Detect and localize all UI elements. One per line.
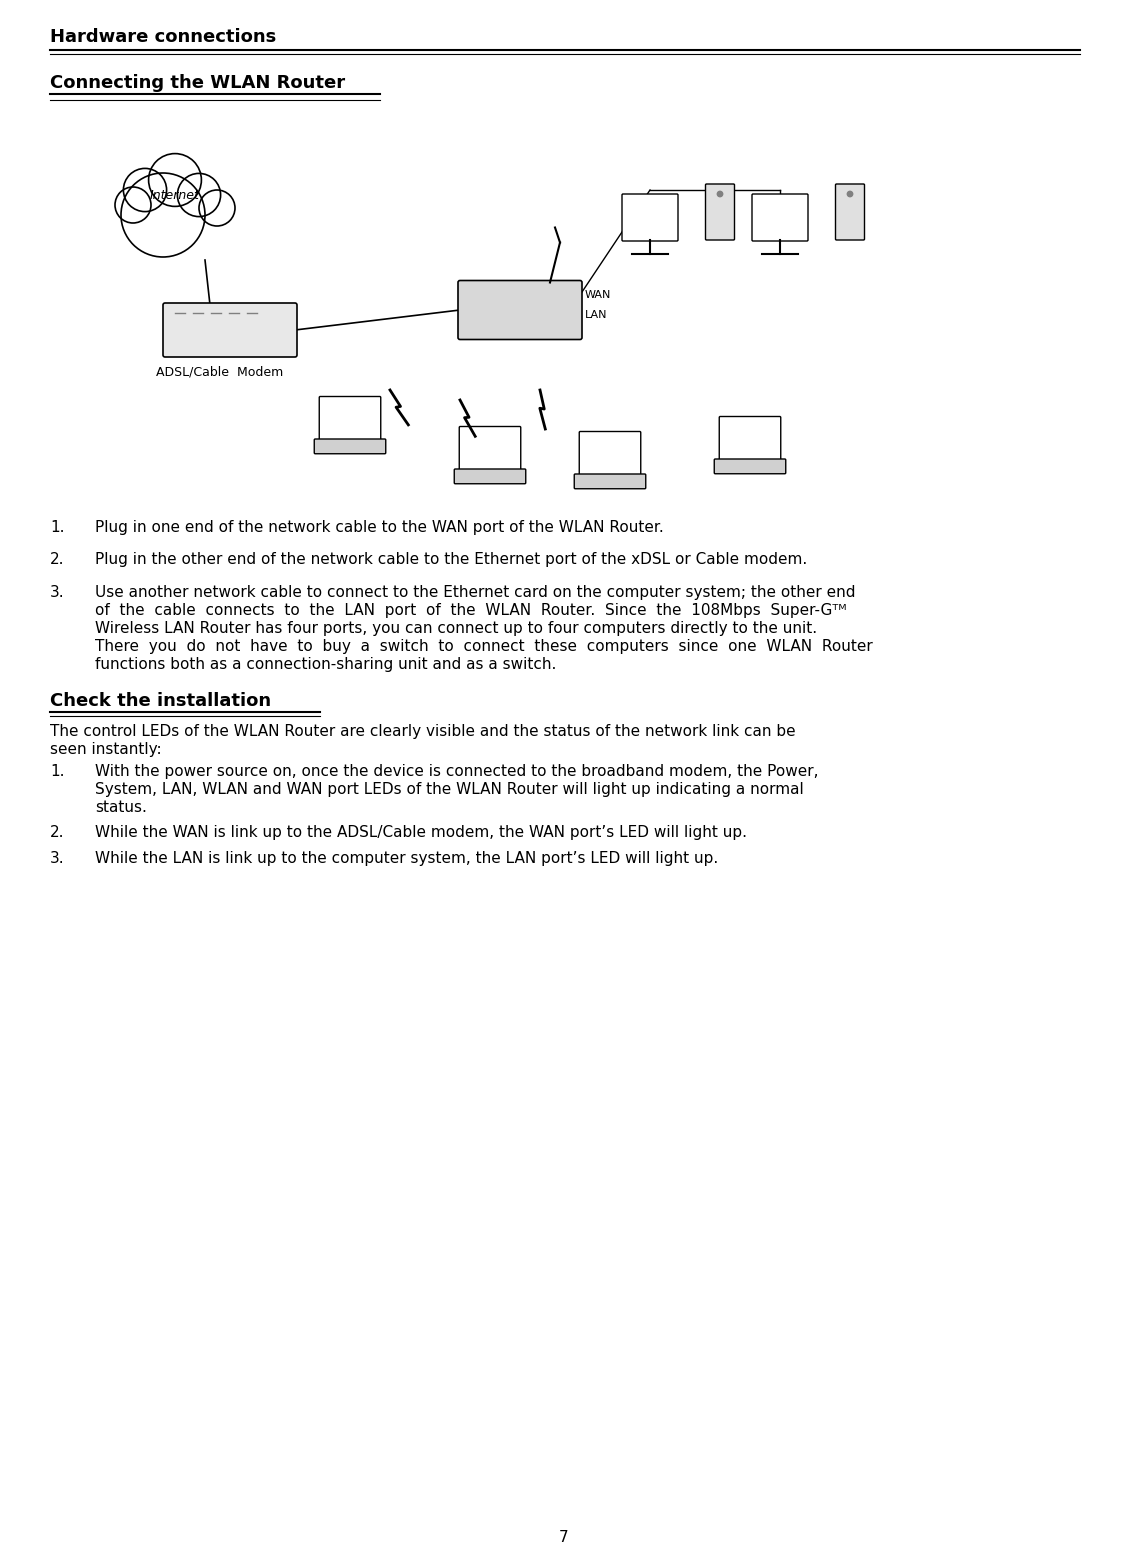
Circle shape	[847, 191, 853, 196]
Text: ADSL/Cable  Modem: ADSL/Cable Modem	[157, 365, 283, 378]
Text: 2.: 2.	[50, 825, 64, 840]
FancyBboxPatch shape	[622, 194, 678, 241]
FancyBboxPatch shape	[574, 474, 645, 489]
FancyBboxPatch shape	[164, 303, 297, 358]
Text: The control LEDs of the WLAN Router are clearly visible and the status of the ne: The control LEDs of the WLAN Router are …	[50, 724, 795, 739]
FancyBboxPatch shape	[714, 459, 786, 474]
FancyBboxPatch shape	[315, 439, 386, 453]
Text: 1.: 1.	[50, 764, 64, 779]
Text: LAN: LAN	[585, 310, 608, 320]
Text: Hardware connections: Hardware connections	[50, 28, 276, 45]
FancyBboxPatch shape	[455, 469, 526, 485]
Text: Plug in the other end of the network cable to the Ethernet port of the xDSL or C: Plug in the other end of the network cab…	[95, 552, 808, 568]
Text: 1.: 1.	[50, 521, 64, 535]
Text: While the WAN is link up to the ADSL/Cable modem, the WAN port’s LED will light : While the WAN is link up to the ADSL/Cab…	[95, 825, 747, 840]
FancyBboxPatch shape	[458, 281, 582, 340]
FancyBboxPatch shape	[705, 183, 734, 240]
Text: seen instantly:: seen instantly:	[50, 742, 161, 757]
Text: System, LAN, WLAN and WAN port LEDs of the WLAN Router will light up indicating : System, LAN, WLAN and WAN port LEDs of t…	[95, 782, 804, 797]
Circle shape	[177, 174, 221, 216]
FancyBboxPatch shape	[752, 194, 808, 241]
Text: Connecting the WLAN Router: Connecting the WLAN Router	[50, 74, 345, 93]
FancyBboxPatch shape	[319, 397, 381, 441]
Circle shape	[123, 168, 167, 212]
Text: 3.: 3.	[50, 850, 64, 866]
Text: 3.: 3.	[50, 585, 64, 601]
FancyBboxPatch shape	[720, 417, 781, 461]
Text: Check the installation: Check the installation	[50, 691, 271, 710]
Text: Use another network cable to connect to the Ethernet card on the computer system: Use another network cable to connect to …	[95, 585, 855, 601]
FancyBboxPatch shape	[459, 426, 521, 470]
Circle shape	[717, 191, 723, 196]
Circle shape	[121, 172, 205, 257]
Text: of  the  cable  connects  to  the  LAN  port  of  the  WLAN  Router.  Since  the: of the cable connects to the LAN port of…	[95, 602, 847, 618]
Circle shape	[115, 187, 151, 223]
Text: 2.: 2.	[50, 552, 64, 568]
Circle shape	[199, 190, 235, 226]
Text: WAN: WAN	[585, 290, 611, 299]
FancyBboxPatch shape	[580, 431, 641, 477]
Text: Internet: Internet	[150, 188, 200, 202]
FancyBboxPatch shape	[836, 183, 864, 240]
Text: Wireless LAN Router has four ports, you can connect up to four computers directl: Wireless LAN Router has four ports, you …	[95, 621, 817, 635]
Text: status.: status.	[95, 800, 147, 815]
Text: There  you  do  not  have  to  buy  a  switch  to  connect  these  computers  si: There you do not have to buy a switch to…	[95, 638, 873, 654]
Text: With the power source on, once the device is connected to the broadband modem, t: With the power source on, once the devic…	[95, 764, 819, 779]
Text: While the LAN is link up to the computer system, the LAN port’s LED will light u: While the LAN is link up to the computer…	[95, 850, 719, 866]
Circle shape	[149, 154, 202, 207]
Text: functions both as a connection-sharing unit and as a switch.: functions both as a connection-sharing u…	[95, 657, 556, 671]
Text: Plug in one end of the network cable to the WAN port of the WLAN Router.: Plug in one end of the network cable to …	[95, 521, 663, 535]
Text: 7: 7	[559, 1530, 569, 1546]
